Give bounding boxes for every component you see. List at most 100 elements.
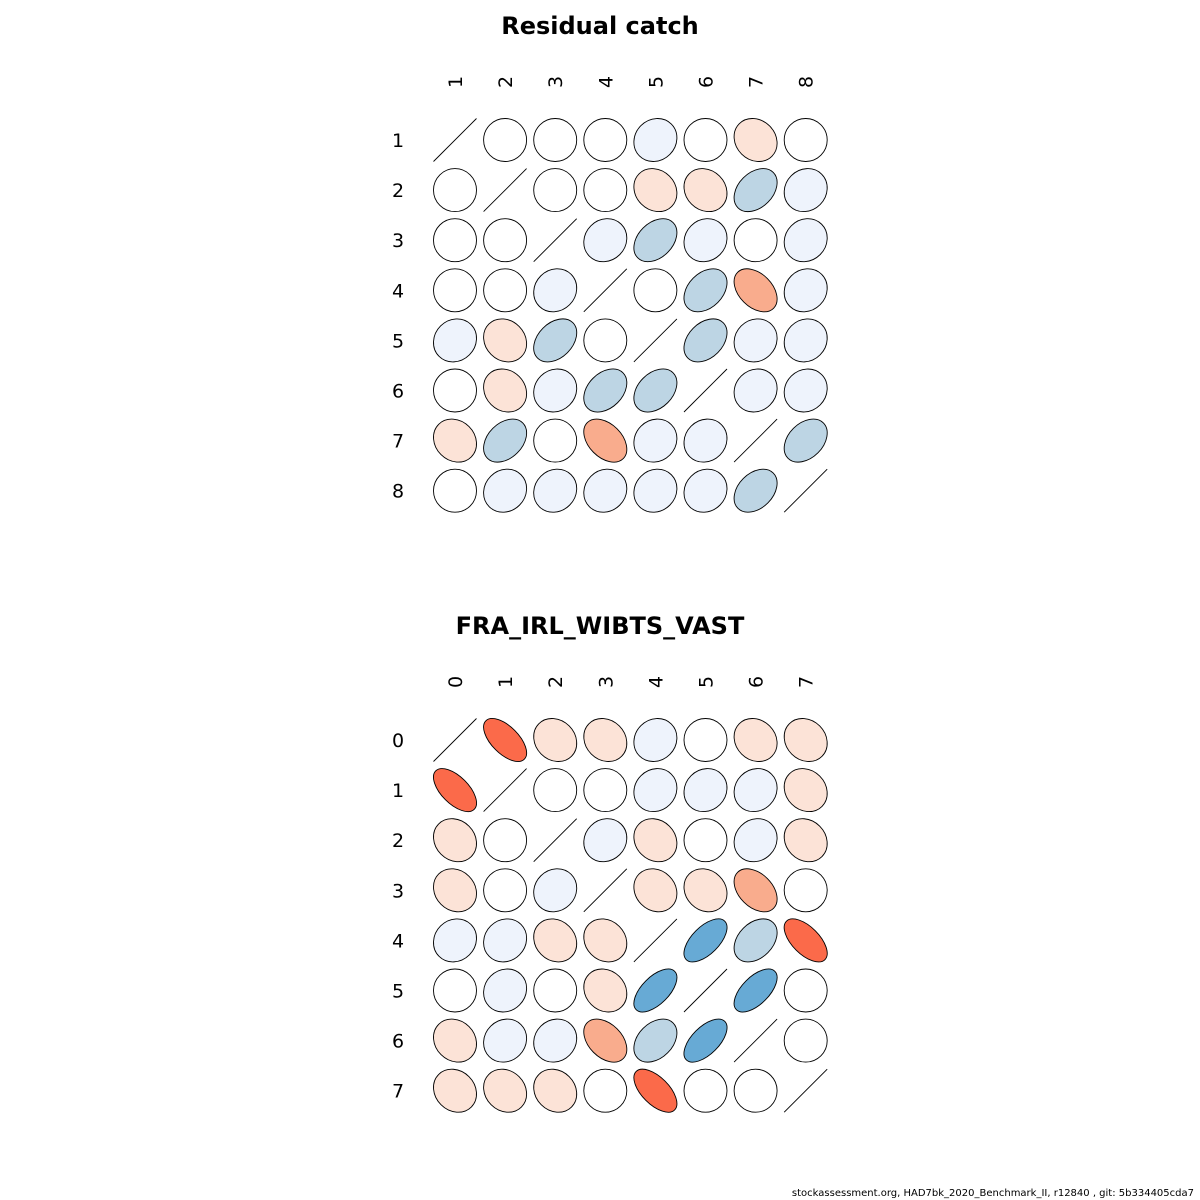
correlation-ellipse bbox=[633, 118, 678, 162]
diagonal-cell-line bbox=[533, 818, 578, 863]
row-tick-label: 7 bbox=[392, 1081, 404, 1103]
chart-title: Residual catch bbox=[501, 12, 699, 40]
column-tick-label: 3 bbox=[545, 76, 567, 88]
correlation-ellipse bbox=[783, 1018, 828, 1063]
correlation-ellipse bbox=[683, 818, 728, 863]
row-tick-label: 6 bbox=[392, 381, 404, 403]
correlation-ellipse bbox=[533, 968, 578, 1013]
column-tick-label: 2 bbox=[495, 76, 517, 88]
correlation-ellipse bbox=[533, 368, 578, 413]
correlation-ellipse bbox=[433, 418, 477, 463]
correlation-ellipse bbox=[533, 318, 578, 363]
column-tick-label: 0 bbox=[445, 676, 467, 688]
correlation-ellipse bbox=[583, 968, 628, 1013]
column-tick-label: 4 bbox=[595, 76, 617, 88]
correlation-ellipse bbox=[533, 418, 578, 463]
diagonal-cell-line bbox=[683, 968, 728, 1013]
diagonal-cell-line bbox=[683, 368, 728, 413]
correlation-ellipse bbox=[483, 218, 528, 263]
correlation-ellipse bbox=[633, 268, 678, 313]
correlation-ellipse bbox=[633, 718, 678, 762]
correlation-ellipse bbox=[533, 768, 578, 813]
column-tick-label: 1 bbox=[445, 76, 467, 88]
column-tick-label: 4 bbox=[645, 676, 667, 688]
correlation-ellipse bbox=[783, 718, 828, 762]
diagonal-cell-line bbox=[483, 168, 527, 212]
correlation-ellipse bbox=[583, 318, 628, 363]
column-tick-label: 7 bbox=[746, 76, 768, 88]
correlation-ellipse bbox=[483, 918, 528, 963]
correlation-ellipse bbox=[583, 168, 628, 213]
correlation-ellipse bbox=[433, 918, 477, 963]
correlation-ellipse bbox=[733, 818, 778, 863]
correlation-ellipse bbox=[633, 1068, 678, 1113]
diagonal-cell-line bbox=[783, 1068, 828, 1113]
diagonal-cell-line bbox=[583, 868, 628, 913]
column-tick-label: 1 bbox=[495, 676, 517, 688]
correlation-ellipse bbox=[633, 418, 678, 463]
correlation-ellipse bbox=[783, 818, 828, 863]
column-tick-label: 8 bbox=[796, 76, 818, 88]
row-tick-label: 5 bbox=[392, 330, 404, 352]
correlation-ellipse bbox=[583, 768, 628, 813]
correlation-ellipse bbox=[633, 868, 678, 913]
correlation-ellipse bbox=[483, 418, 528, 463]
chart-title: FRA_IRL_WIBTS_VAST bbox=[456, 612, 745, 640]
correlation-ellipse bbox=[783, 418, 828, 463]
correlation-ellipse bbox=[683, 718, 728, 762]
correlation-ellipse bbox=[633, 768, 678, 813]
diagonal-cell-line bbox=[633, 318, 678, 363]
row-tick-label: 6 bbox=[392, 1031, 404, 1053]
correlation-ellipse bbox=[433, 968, 477, 1013]
correlation-ellipse bbox=[533, 168, 578, 213]
correlation-ellipse bbox=[433, 468, 477, 513]
correlation-ellipse bbox=[783, 868, 828, 913]
diagonal-cell-line bbox=[733, 1018, 778, 1063]
correlation-ellipse bbox=[783, 218, 828, 263]
correlation-ellipse bbox=[733, 468, 778, 513]
correlation-ellipse bbox=[733, 268, 778, 313]
row-tick-label: 3 bbox=[392, 230, 404, 252]
correlation-ellipse bbox=[633, 468, 678, 513]
correlation-ellipse bbox=[483, 368, 528, 413]
correlation-ellipse bbox=[733, 768, 778, 813]
correlation-ellipse bbox=[783, 268, 828, 313]
correlation-ellipse bbox=[533, 718, 578, 762]
correlation-ellipse bbox=[433, 818, 477, 863]
correlation-ellipse bbox=[633, 368, 678, 413]
correlation-ellipse bbox=[583, 718, 628, 762]
column-tick-label: 5 bbox=[696, 676, 718, 688]
column-tick-label: 7 bbox=[796, 676, 818, 688]
footer-credit: stockassessment.org, HAD7bk_2020_Benchma… bbox=[791, 1188, 1194, 1199]
correlation-ellipse bbox=[683, 1068, 728, 1113]
correlation-ellipse bbox=[483, 1068, 528, 1113]
correlation-ellipse bbox=[583, 818, 628, 863]
correlation-ellipse bbox=[433, 168, 477, 213]
correlation-ellipse bbox=[533, 1018, 578, 1063]
row-tick-label: 7 bbox=[392, 431, 404, 453]
diagonal-cell-line bbox=[783, 468, 828, 513]
column-tick-label: 6 bbox=[696, 76, 718, 88]
correlation-ellipse bbox=[533, 918, 578, 963]
diagonal-cell-line bbox=[433, 118, 477, 162]
correlation-ellipse bbox=[533, 268, 578, 313]
correlation-ellipse bbox=[633, 168, 678, 213]
row-tick-label: 2 bbox=[392, 830, 404, 852]
correlation-ellipse bbox=[683, 218, 728, 263]
correlation-ellipse bbox=[783, 118, 828, 162]
row-tick-label: 4 bbox=[392, 280, 404, 302]
correlation-ellipse bbox=[733, 1068, 778, 1113]
correlation-ellipse bbox=[483, 318, 528, 363]
diagonal-cell-line bbox=[483, 768, 527, 812]
correlation-ellipse bbox=[683, 118, 728, 162]
row-tick-label: 0 bbox=[392, 730, 404, 752]
correlation-ellipse bbox=[733, 968, 778, 1013]
row-tick-label: 4 bbox=[392, 930, 404, 952]
correlation-ellipse bbox=[483, 718, 528, 762]
correlation-ellipse bbox=[683, 918, 728, 963]
diagonal-cell-line bbox=[433, 718, 477, 762]
correlation-ellipse bbox=[433, 868, 477, 913]
correlation-ellipse bbox=[733, 318, 778, 363]
correlation-ellipse bbox=[683, 868, 728, 913]
correlation-ellipse bbox=[483, 468, 528, 513]
